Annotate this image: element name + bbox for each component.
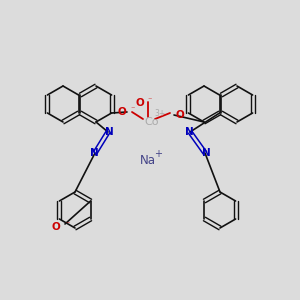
Text: N: N: [105, 127, 113, 137]
Text: +: +: [154, 149, 162, 159]
Text: Na: Na: [140, 154, 156, 166]
Text: ⁻: ⁻: [130, 104, 134, 113]
Text: O: O: [135, 98, 144, 108]
Text: N: N: [184, 127, 194, 137]
Text: ⁻: ⁻: [147, 95, 152, 104]
Text: 3+: 3+: [154, 110, 166, 118]
Text: N: N: [202, 148, 210, 158]
Text: O: O: [51, 222, 60, 232]
Text: N: N: [90, 148, 98, 158]
Text: ⁻: ⁻: [65, 220, 69, 229]
Text: O: O: [117, 107, 126, 117]
Text: O: O: [175, 110, 184, 120]
Text: Co: Co: [145, 117, 159, 127]
